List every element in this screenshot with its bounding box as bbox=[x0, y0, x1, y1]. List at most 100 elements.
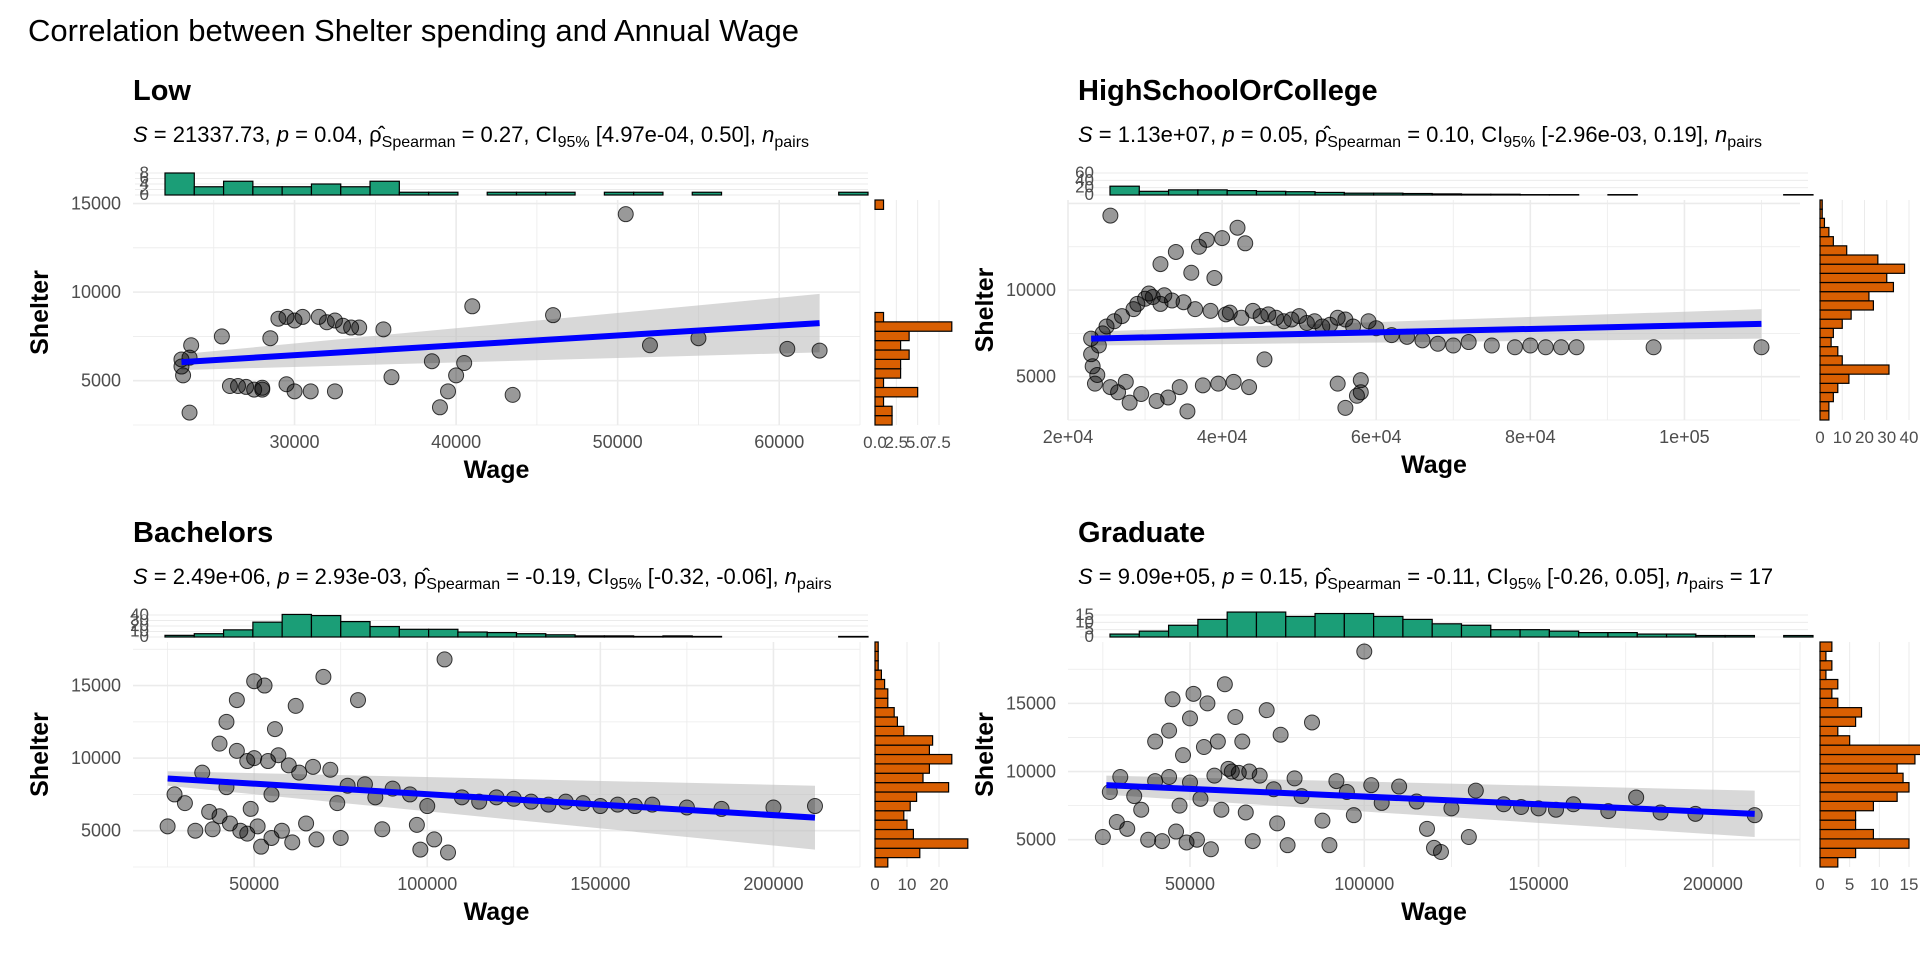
scatter-point bbox=[302, 383, 319, 400]
scatter-point bbox=[1414, 332, 1431, 349]
x-hist-bar bbox=[369, 625, 400, 638]
x-hist-bar bbox=[1431, 623, 1463, 638]
y-hist-bar bbox=[1819, 263, 1906, 274]
scatter-point bbox=[260, 753, 277, 770]
y-hist-bar bbox=[1819, 245, 1848, 256]
x-hist-bar bbox=[1490, 193, 1521, 196]
x-hist-bar bbox=[1109, 185, 1140, 196]
scatter-point bbox=[641, 337, 658, 354]
y-hist-bar bbox=[1819, 753, 1916, 765]
y-hist-bar bbox=[874, 857, 889, 868]
trend-line bbox=[1091, 320, 1762, 342]
y-hist-bar bbox=[1819, 309, 1852, 320]
y-tick-label: 15000 bbox=[1006, 693, 1056, 713]
x-hist-bar bbox=[164, 634, 195, 638]
x-hist-bar bbox=[1167, 189, 1199, 196]
scatter-point bbox=[408, 816, 425, 833]
y-hist-bar bbox=[874, 415, 893, 426]
y-marginal-histogram: 0 10 20 30 40 bbox=[1815, 199, 1919, 447]
scatter-point bbox=[1645, 339, 1662, 356]
scatter-point bbox=[1185, 685, 1202, 702]
x-hist-bar bbox=[1343, 612, 1375, 638]
y-axis-label: Shelter bbox=[971, 267, 999, 352]
x-hist-bar bbox=[1285, 191, 1316, 196]
panel-low: Low S = 21337.73, p = 0.04, ρ̂Spearman = … bbox=[26, 75, 953, 484]
scatter-point bbox=[256, 677, 273, 694]
panel-bachelors: Bachelors S = 2.49e+06, p = 2.93e-03, ρ̂S… bbox=[26, 517, 969, 926]
scatter-point bbox=[228, 742, 245, 759]
y-hist-bar bbox=[874, 660, 879, 671]
scatter-point bbox=[412, 841, 429, 858]
y-hist-bar bbox=[1819, 199, 1823, 210]
y-hist-tick-label: 15 bbox=[1900, 875, 1919, 894]
y-tick-label: 5000 bbox=[81, 371, 121, 391]
y-hist-bar bbox=[1819, 810, 1857, 821]
x-hist-bar bbox=[1373, 615, 1404, 638]
scatter-point bbox=[159, 818, 176, 835]
scatter-point bbox=[423, 353, 440, 370]
y-hist-bar bbox=[874, 396, 885, 407]
scatter-point bbox=[294, 308, 311, 325]
x-hist-bar bbox=[1167, 624, 1199, 638]
x-axis-label: Wage bbox=[464, 898, 530, 926]
x-axis-label: Wage bbox=[464, 456, 530, 484]
y-hist-bar bbox=[1819, 707, 1863, 718]
scatter-point bbox=[1356, 643, 1373, 660]
scatter-point bbox=[1227, 709, 1244, 725]
y-hist-tick-label: 30 bbox=[1877, 428, 1896, 447]
scatter-point bbox=[1129, 295, 1146, 312]
y-hist-bar bbox=[874, 349, 910, 360]
scatter-point bbox=[1198, 231, 1215, 248]
scatter-point bbox=[1363, 777, 1380, 794]
y-hist-bar bbox=[1819, 838, 1910, 849]
scatter-point bbox=[1195, 739, 1212, 755]
y-hist-bar bbox=[1819, 336, 1832, 348]
x-tick-label: 40000 bbox=[431, 432, 481, 452]
scatter-point bbox=[1121, 394, 1138, 411]
scatter-point bbox=[332, 829, 349, 846]
x-hist-tick-label: 4 bbox=[140, 174, 149, 193]
x-hist-bar bbox=[1226, 190, 1258, 196]
x-tick-label: 50000 bbox=[229, 874, 279, 894]
y-hist-bar bbox=[874, 199, 885, 210]
y-hist-bar bbox=[1819, 254, 1879, 265]
scatter-point bbox=[426, 831, 443, 848]
y-hist-bar bbox=[874, 641, 879, 652]
scatter-point bbox=[1460, 334, 1477, 351]
x-hist-bar bbox=[691, 191, 723, 196]
y-hist-tick-label: 40 bbox=[1900, 428, 1919, 447]
scatter-point bbox=[246, 750, 263, 767]
scatter-point bbox=[273, 822, 290, 839]
x-hist-bar bbox=[193, 633, 225, 638]
scatter-point bbox=[1133, 801, 1150, 818]
x-hist-bar bbox=[662, 635, 693, 638]
panel-title: Graduate bbox=[1078, 517, 1205, 549]
x-hist-bar bbox=[1490, 629, 1521, 638]
y-hist-bar bbox=[874, 697, 889, 709]
scatter-point bbox=[308, 831, 325, 848]
y-tick-label: 15000 bbox=[71, 676, 121, 696]
y-hist-bar bbox=[874, 321, 953, 332]
scatter-point bbox=[617, 206, 634, 223]
scatter-point bbox=[1258, 702, 1275, 719]
x-hist-tick-label: 0 bbox=[140, 185, 149, 204]
x-hist-bar bbox=[1460, 193, 1492, 196]
scatter-point bbox=[1156, 287, 1173, 304]
y-hist-bar bbox=[1819, 800, 1875, 812]
scatter-point bbox=[1133, 386, 1150, 403]
y-marginal-histogram: 0 5 10 15 bbox=[1815, 641, 1920, 894]
scatter-point bbox=[1183, 264, 1200, 281]
y-hist-tick-label: 10 bbox=[1833, 428, 1852, 447]
scatter-point bbox=[1432, 844, 1449, 860]
y-hist-bar bbox=[874, 707, 895, 718]
y-hist-bar bbox=[874, 330, 910, 342]
scatter-point bbox=[204, 821, 221, 838]
x-hist-bar bbox=[1197, 189, 1228, 196]
panel-subtitle: S = 1.13e+07, p = 0.05, ρ̂Spearman = 0.1… bbox=[1078, 122, 1762, 151]
scatter-point bbox=[350, 692, 367, 709]
x-hist-bar bbox=[1138, 190, 1170, 196]
y-hist-bar bbox=[874, 678, 886, 690]
scatter-point bbox=[286, 312, 303, 329]
x-tick-label: 8e+04 bbox=[1505, 427, 1556, 447]
